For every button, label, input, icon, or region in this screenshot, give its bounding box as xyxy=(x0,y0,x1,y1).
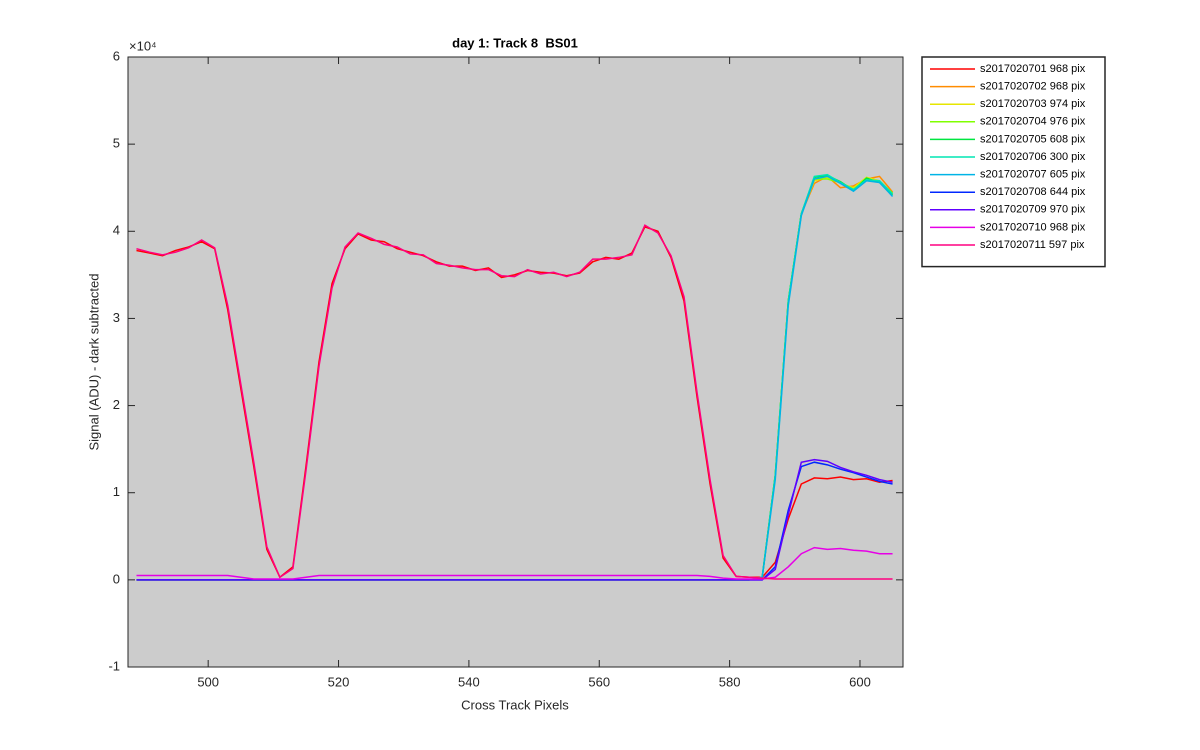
axes-box xyxy=(127,56,904,668)
x-tick-label: 540 xyxy=(458,674,480,689)
y-tick-label: -1 xyxy=(108,658,120,673)
legend-label: s2017020704 976 pix xyxy=(980,116,1086,128)
y-tick-label: 0 xyxy=(113,571,120,586)
data-line xyxy=(136,224,893,580)
legend-label: s2017020703 974 pix xyxy=(980,98,1086,110)
legend-label: s2017020705 608 pix xyxy=(980,133,1086,145)
y-tick-label: 4 xyxy=(113,223,120,238)
x-tick-label: 600 xyxy=(849,674,871,689)
x-axis-label: Cross Track Pixels xyxy=(461,697,569,712)
y-tick-label: 3 xyxy=(113,310,120,325)
y-multiplier: ×10⁴ xyxy=(129,38,157,53)
x-tick-label: 560 xyxy=(588,674,610,689)
y-tick-label: 6 xyxy=(113,48,120,63)
legend-label: s2017020709 970 pix xyxy=(980,204,1086,216)
legend-label: s2017020702 968 pix xyxy=(980,81,1086,93)
legend-box xyxy=(921,56,1106,268)
plot-area xyxy=(128,57,903,667)
legend: s2017020701 968 pix s2017020702 968 pix s2… xyxy=(921,56,1106,268)
legend-label: s2017020707 605 pix xyxy=(980,169,1086,181)
y-tick-label: 5 xyxy=(113,136,120,151)
x-tick-label: 500 xyxy=(197,674,219,689)
data-line xyxy=(136,458,893,581)
y-tick-label: 2 xyxy=(113,397,120,412)
x-tick-label: 580 xyxy=(719,674,741,689)
chart-title: day 1: Track 8 BS01 xyxy=(452,35,578,50)
y-tick-label: 1 xyxy=(113,484,120,499)
y-axis-label: Signal (ADU) - dark subtracted xyxy=(86,273,101,450)
legend-label: s2017020711 597 pix xyxy=(980,239,1085,251)
legend-label: s2017020710 968 pix xyxy=(980,221,1086,233)
x-tick-label: 520 xyxy=(328,674,350,689)
legend-label: s2017020701 968 pix xyxy=(980,63,1086,75)
legend-label: s2017020708 644 pix xyxy=(980,186,1086,198)
legend-label: s2017020706 300 pix xyxy=(980,151,1086,163)
